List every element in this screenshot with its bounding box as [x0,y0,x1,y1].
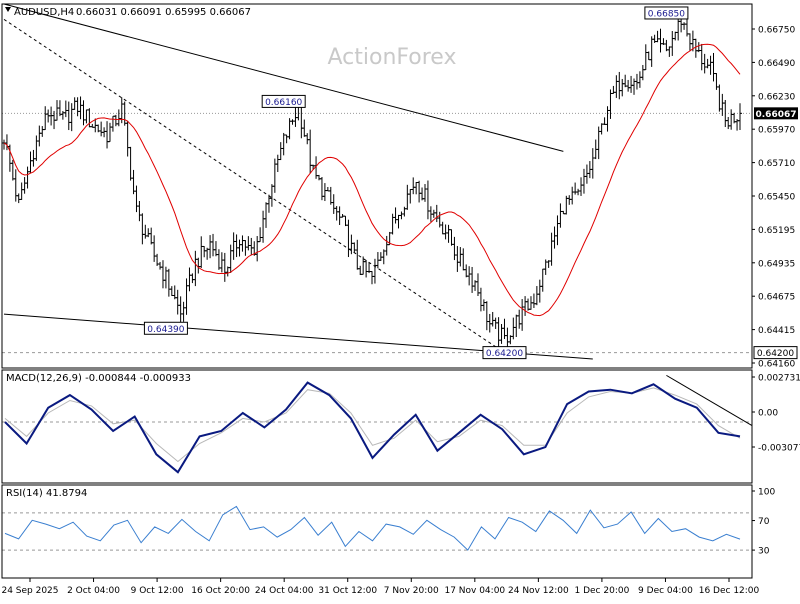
macd-line [4,381,741,474]
x-tick-label: 24 Sep 2025 [1,586,58,596]
level-label-4: 0.64200 [753,346,798,360]
x-tick-label: 9 Oct 12:00 [131,586,184,596]
level-label-text: 0.66850 [648,9,685,19]
price-y-tick-label: 0.66230 [758,92,795,102]
level-label-text: 0.64200 [486,349,523,359]
price-grid [2,112,752,354]
x-tick-label: 2 Oct 04:00 [67,586,120,596]
x-tick-label: 1 Dec 20:00 [575,586,630,596]
panel-frames [1,3,753,579]
rsi-grid [2,512,752,551]
rsi-line [4,505,741,551]
x-tick-label: 31 Oct 12:00 [318,586,377,596]
price-y-tick-label: 0.65710 [758,159,795,169]
price-y-tick-label: 0.65970 [758,126,795,136]
current-price-text: 0.66067 [756,110,797,120]
watermark: ActionForex [328,45,457,70]
collapse-triangle-icon[interactable] [5,7,11,12]
macd-panel-frame [1,369,753,484]
price-y-tick-label: 0.64160 [758,360,795,370]
x-tick-label: 24 Nov 12:00 [508,586,569,596]
rsi-y-tick-label: 70 [758,517,770,527]
rsi-y-tick-label: 30 [758,547,770,557]
price-bar [738,103,742,130]
level-label-text: 0.64390 [147,325,184,335]
level-label-0: 0.66850 [644,6,689,20]
rsi-panel-frame [1,484,753,579]
rsi-panel-title: RSI(14) 41.8794 [6,488,87,499]
level-label-text: 0.66160 [265,98,302,108]
price-level-labels: 0.66850 0.66160 0.64390 0.64200 0.64200 [143,6,798,360]
price-panel-frame [1,3,753,369]
price-y-tick-label: 0.66490 [758,59,795,69]
price-y-tick-label: 0.66750 [758,26,795,36]
x-axis-tick-labels: 24 Sep 2025 2 Oct 04:00 9 Oct 12:00 16 Oct … [1,578,760,596]
symbol-label: AUDUSD,H4 [14,7,74,18]
level-label-2: 0.64390 [143,321,188,335]
macd-trendline [666,374,753,427]
price-panel-header: AUDUSD,H4 0.66031 0.66091 0.65995 0.6606… [5,7,251,18]
price-y-tick-label: 0.64935 [758,259,795,269]
price-y-tick-label: 0.64675 [758,293,795,303]
trendline-0 [3,3,564,152]
macd-panel-title: MACD(12,26,9) -0.000844 -0.000933 [6,373,191,384]
x-tick-label: 16 Oct 20:00 [191,586,250,596]
moving-average-line [3,43,741,317]
x-tick-label: 16 Dec 12:00 [699,586,760,596]
x-tick-label: 24 Oct 04:00 [255,586,314,596]
x-tick-label: 9 Dec 04:00 [638,586,693,596]
level-label-3: 0.64200 [482,346,527,360]
level-label-1: 0.66160 [261,94,306,108]
price-y-tick-label: 0.64415 [758,326,795,336]
ohlc-values: 0.66031 0.66091 0.65995 0.66067 [76,7,251,18]
current-price-badge [754,107,798,120]
macd-y-tick-label: -0.003077 [758,444,800,454]
price-bars [2,11,742,352]
x-tick-label: 7 Nov 20:00 [384,586,439,596]
x-tick-label: 17 Nov 04:00 [444,586,505,596]
macd-y-tick-label: 0.002731 [758,374,800,384]
macd-y-tick-label: 0.00 [758,409,778,419]
level-label-text: 0.64200 [757,349,794,359]
price-y-tick-label: 0.65195 [758,226,795,236]
current-price-marker: 0.66067 [754,107,798,120]
price-y-tick-label: 0.65450 [758,193,795,203]
rsi-y-tick-label: 100 [758,488,775,498]
y-axis-tick-labels: 0.66750 0.66490 0.66230 0.65970 0.65710 0.654… [752,26,800,557]
trendline-2 [3,18,505,354]
